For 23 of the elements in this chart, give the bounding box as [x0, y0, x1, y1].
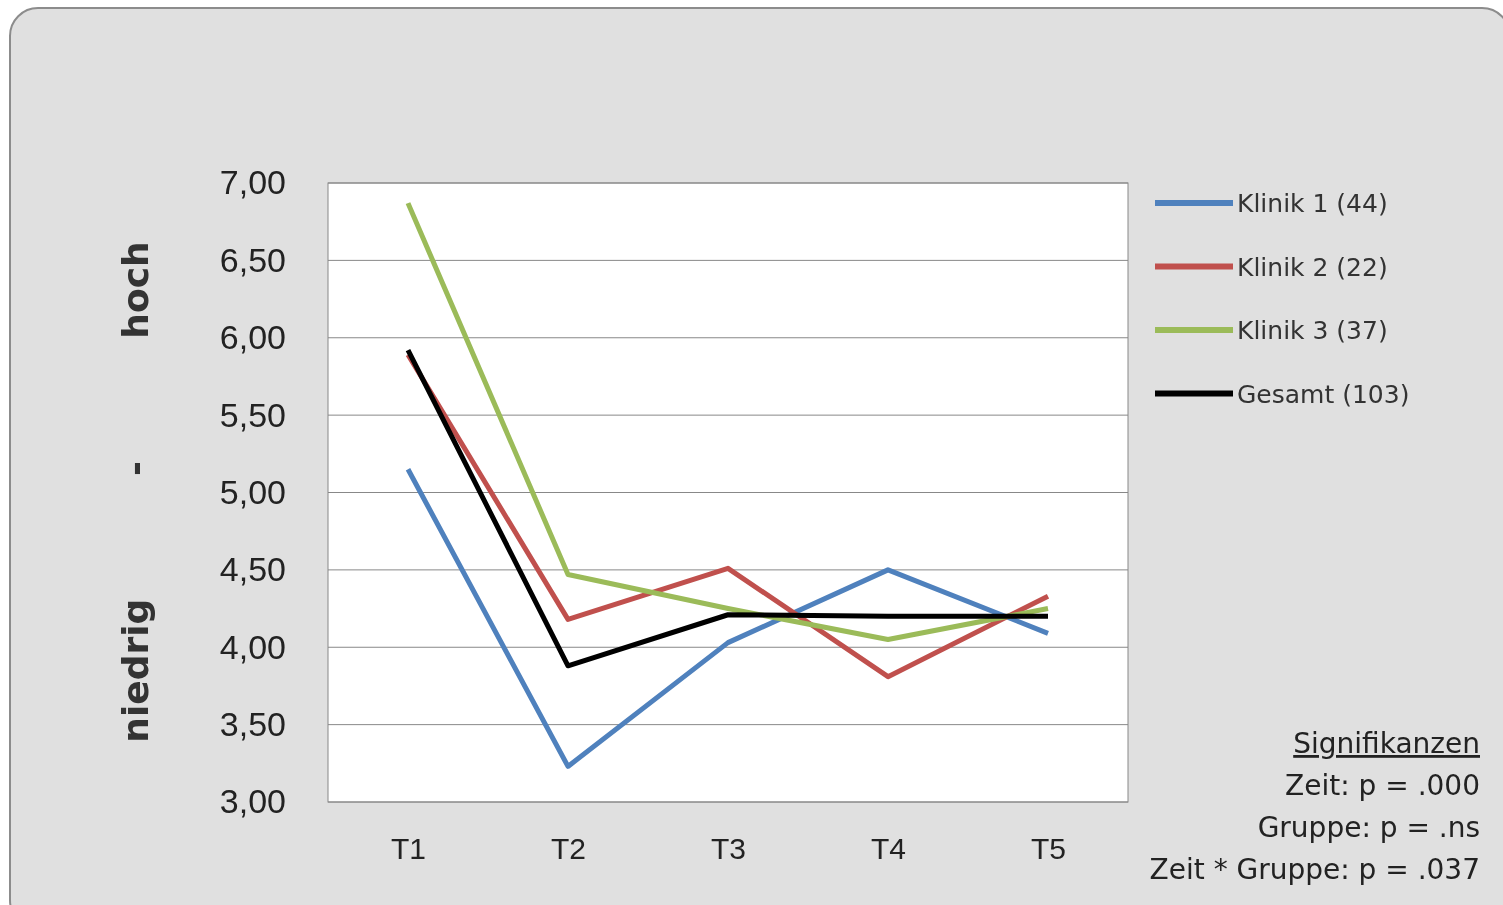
y-tick-label: 5,50 [219, 395, 286, 434]
x-tick-label: T5 [1030, 832, 1067, 866]
x-tick-label: T4 [870, 832, 907, 866]
y-tick-label: 6,00 [219, 318, 286, 357]
text: Signifikanzen [1293, 727, 1480, 760]
y-tick-label: 7,00 [219, 163, 286, 202]
y-tick-label: 4,50 [219, 550, 286, 589]
y-tick-label: 3,50 [219, 705, 286, 744]
x-tick-label: T2 [550, 832, 587, 866]
y-tick-label: 4,00 [219, 627, 286, 666]
legend-label: Klinik 3 (37) [1237, 316, 1388, 345]
y-tick-label: 6,50 [219, 240, 286, 279]
x-tick-label: T1 [390, 832, 427, 866]
legend-label: Gesamt (103) [1237, 379, 1410, 409]
x-tick-label: T3 [710, 832, 747, 866]
legend-label: Klinik 1 (44) [1237, 189, 1388, 218]
text: Gruppe: p = .ns [1257, 811, 1480, 844]
y-tick-label: 3,00 [219, 782, 286, 821]
y-tick-label: 5,00 [219, 472, 286, 511]
y-axis-title: niedrig - hoch [115, 241, 156, 743]
text: Zeit: p = .000 [1285, 769, 1480, 802]
legend-label: Klinik 2 (22) [1237, 252, 1388, 282]
text: Zeit * Gruppe: p = .037 [1149, 853, 1480, 886]
